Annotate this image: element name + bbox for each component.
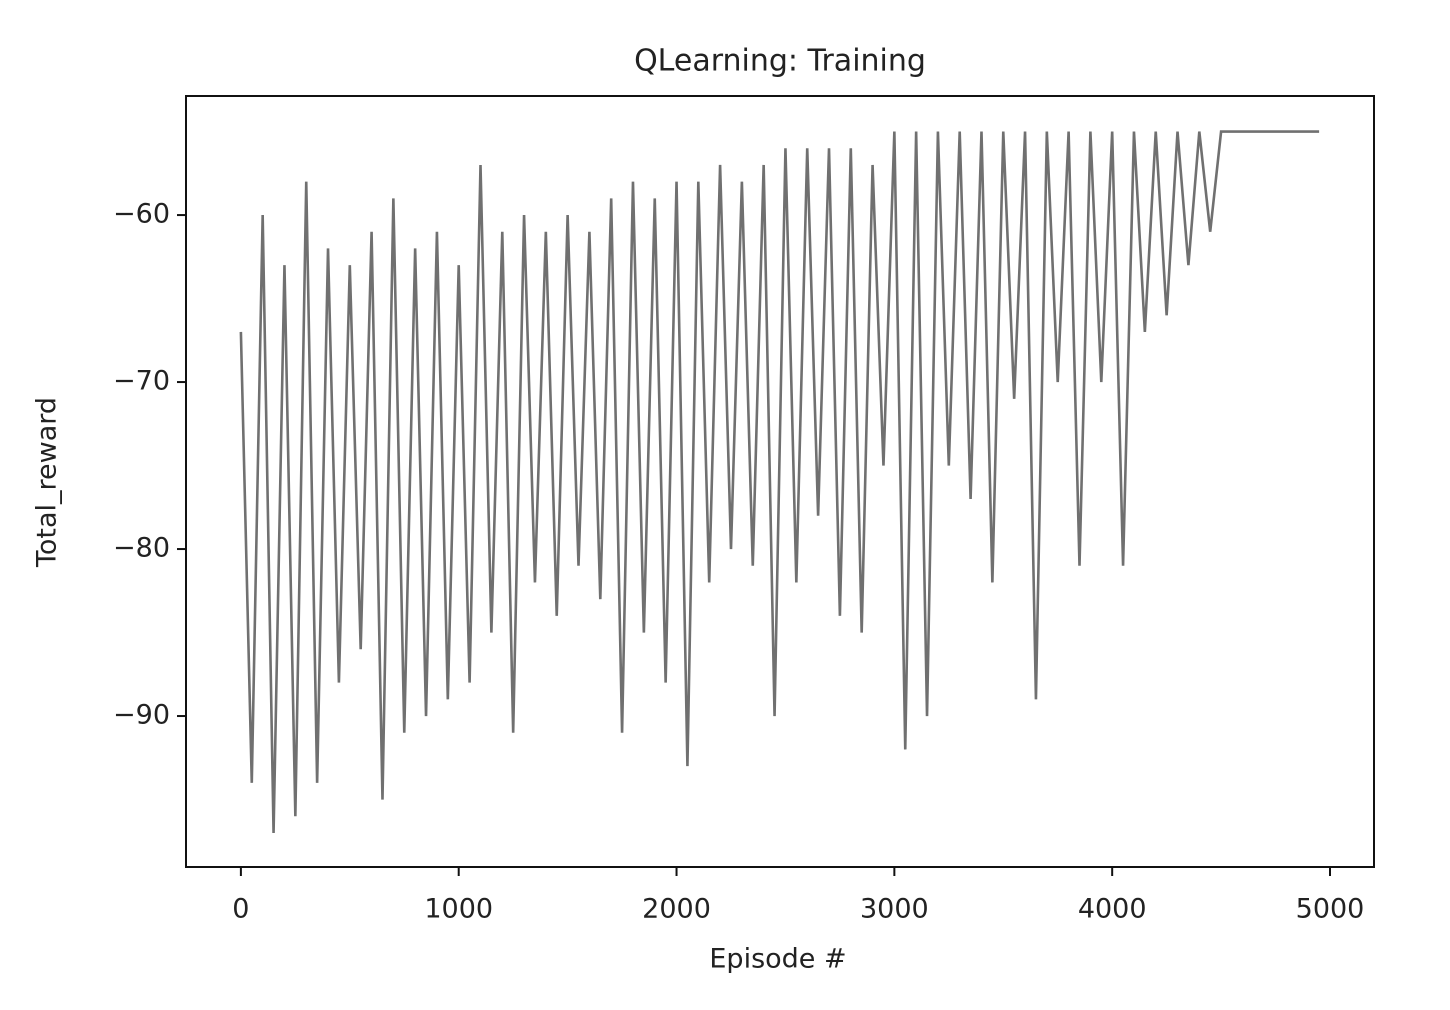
chart-title: QLearning: Training [634, 44, 926, 79]
y-tick-label: −70 [113, 366, 170, 397]
x-tick-label: 0 [232, 894, 249, 925]
y-tick-label: −90 [113, 700, 170, 731]
y-axis-label: Total_reward [32, 397, 63, 568]
x-axis-label: Episode # [709, 944, 846, 975]
x-tick-label: 2000 [642, 894, 711, 925]
data-line [239, 130, 1320, 833]
x-tick-label: 3000 [860, 894, 929, 925]
x-tick-label: 4000 [1078, 894, 1147, 925]
y-tick-label: −60 [113, 199, 170, 230]
y-tick-label: −80 [113, 533, 170, 564]
x-tick-label: 1000 [424, 894, 493, 925]
plot-frame [185, 95, 1375, 868]
x-tick-label: 5000 [1296, 894, 1365, 925]
